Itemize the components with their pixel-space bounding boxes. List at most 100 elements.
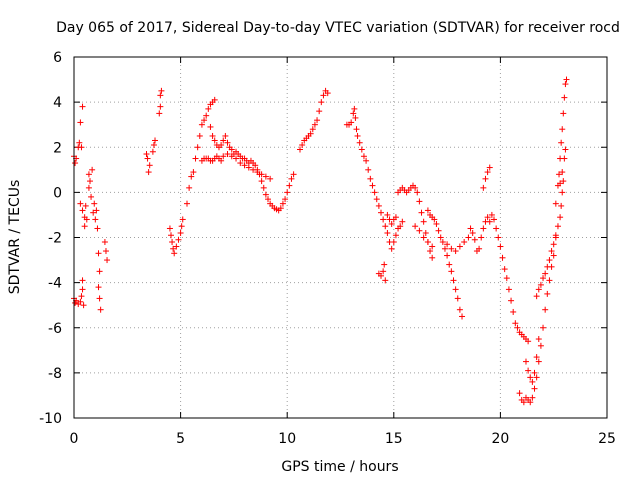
data-point (363, 157, 370, 164)
data-point (145, 169, 152, 176)
data-point (424, 207, 431, 214)
data-point (505, 286, 512, 293)
data-point (461, 239, 468, 246)
data-point (444, 241, 451, 248)
data-point (104, 257, 111, 264)
data-point (177, 229, 184, 236)
data-point (192, 155, 199, 162)
data-point (277, 205, 284, 212)
data-point (260, 184, 267, 191)
data-point (520, 399, 527, 406)
data-point (465, 234, 472, 241)
data-point (557, 180, 564, 187)
data-point (456, 243, 463, 250)
data-point (190, 169, 197, 176)
data-point (77, 119, 84, 126)
data-point (392, 214, 399, 221)
data-point (288, 175, 295, 182)
data-point (448, 268, 455, 275)
data-point (86, 178, 93, 185)
data-point (412, 184, 419, 191)
data-point (279, 200, 286, 207)
data-point (420, 218, 427, 225)
data-point (85, 171, 92, 178)
data-point (448, 245, 455, 252)
grid (74, 57, 607, 418)
data-point (94, 225, 101, 232)
data-point (514, 324, 521, 331)
data-point (83, 216, 90, 223)
data-point (367, 175, 374, 182)
data-point (380, 268, 387, 275)
data-point (516, 390, 523, 397)
data-point (194, 144, 201, 151)
data-point (469, 229, 476, 236)
data-point (360, 153, 367, 160)
data-point (314, 117, 321, 124)
data-point (452, 248, 459, 255)
data-point (96, 295, 103, 302)
data-point (79, 286, 86, 293)
data-point (427, 248, 434, 255)
data-point (250, 166, 257, 173)
data-point (81, 223, 88, 230)
y-tick-label: -6 (48, 321, 62, 337)
data-point (535, 358, 542, 365)
data-point (562, 146, 569, 153)
data-point (352, 114, 359, 121)
data-point (537, 342, 544, 349)
data-point (397, 223, 404, 230)
data-point (218, 141, 225, 148)
data-point (296, 146, 303, 153)
data-point (522, 358, 529, 365)
data-point (252, 162, 259, 169)
data-point (491, 216, 498, 223)
data-point (499, 254, 506, 261)
data-point (211, 137, 218, 144)
data-point (388, 245, 395, 252)
x-tick-label: 25 (598, 431, 616, 447)
data-point (431, 216, 438, 223)
data-point (503, 275, 510, 282)
data-point (143, 151, 150, 158)
data-point (399, 218, 406, 225)
data-point (418, 209, 425, 216)
data-point (531, 385, 538, 392)
data-point (557, 214, 564, 221)
data-point (439, 239, 446, 246)
data-point (381, 261, 388, 268)
data-point (258, 171, 265, 178)
data-point (529, 394, 536, 401)
data-point (416, 198, 423, 205)
data-point (144, 155, 151, 162)
data-point (512, 320, 519, 327)
data-point (207, 123, 214, 130)
data-point (533, 354, 540, 361)
data-point (90, 209, 97, 216)
data-point (560, 110, 567, 117)
data-point (97, 306, 104, 313)
data-point (558, 202, 565, 209)
data-point (173, 243, 180, 250)
data-point (429, 254, 436, 261)
data-point (186, 184, 193, 191)
data-point (92, 216, 99, 223)
data-point (95, 250, 102, 257)
data-point (450, 277, 457, 284)
data-point (254, 169, 261, 176)
data-point (224, 139, 231, 146)
data-point (544, 263, 551, 270)
data-point (435, 227, 442, 234)
data-point (446, 261, 453, 268)
data-point (196, 132, 203, 139)
data-point (282, 196, 289, 203)
data-point (390, 239, 397, 246)
data-point (290, 171, 297, 178)
data-point (318, 99, 325, 106)
data-point (354, 132, 361, 139)
data-point (284, 189, 291, 196)
data-point (237, 160, 244, 167)
data-point (286, 182, 293, 189)
y-tick-label: 2 (53, 140, 62, 156)
data-point (384, 211, 391, 218)
